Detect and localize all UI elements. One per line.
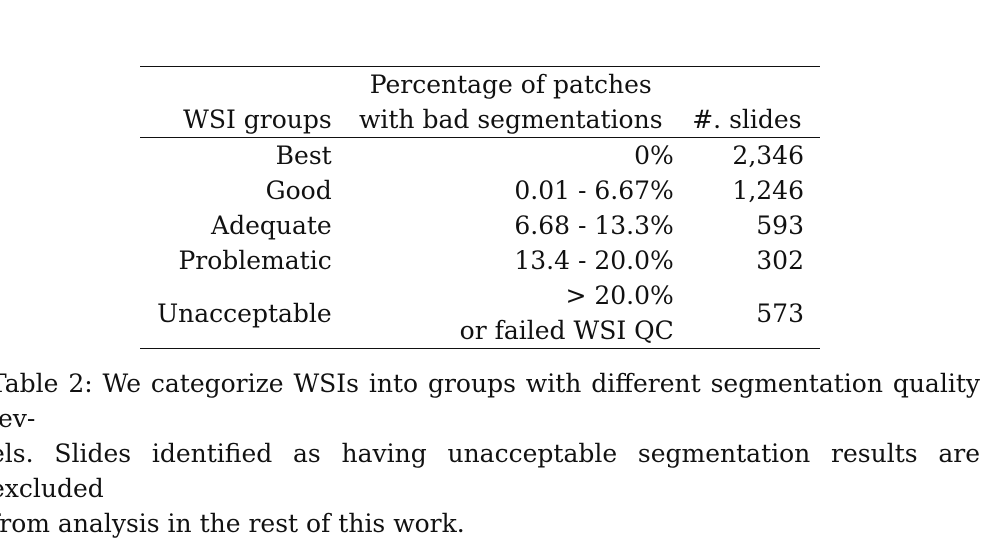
header-percentage-line1: Percentage of patches: [369, 70, 652, 99]
results-table-container: WSI groups Percentage of patches with ba…: [140, 66, 820, 349]
cell-percentage-line2: or failed WSI QC: [459, 316, 674, 345]
table-header-row: WSI groups Percentage of patches with ba…: [140, 67, 820, 138]
table-row: Adequate 6.68 - 13.3% 593: [140, 208, 820, 243]
wsi-groups-table: WSI groups Percentage of patches with ba…: [140, 66, 820, 349]
caption-line-1: Table 2: We categorize WSIs into groups …: [0, 369, 980, 433]
cell-slides: 2,346: [732, 141, 804, 170]
table-top-rule: [140, 66, 820, 67]
table-caption: Table 2: We categorize WSIs into groups …: [0, 366, 980, 541]
header-percentage-line2: with bad segmentations: [358, 105, 663, 134]
cell-percentage: 13.4 - 20.0%: [514, 246, 674, 275]
caption-line-3: from analysis in the rest of this work.: [0, 509, 465, 538]
table-row: Good 0.01 - 6.67% 1,246: [140, 173, 820, 208]
table-row: Best 0% 2,346: [140, 138, 820, 174]
cell-percentage: 0%: [634, 141, 674, 170]
table-row: Problematic 13.4 - 20.0% 302: [140, 243, 820, 278]
cell-group: Good: [265, 176, 332, 205]
table-row: Unacceptable > 20.0% or failed WSI QC 57…: [140, 278, 820, 349]
cell-percentage: 0.01 - 6.67%: [514, 176, 674, 205]
caption-line-2: els. Slides identified as having unaccep…: [0, 439, 980, 503]
cell-percentage-line1: > 20.0%: [565, 281, 674, 310]
cell-slides: 302: [756, 246, 804, 275]
header-percentage: Percentage of patches with bad segmentat…: [347, 67, 690, 138]
header-wsi-groups: WSI groups: [140, 67, 348, 138]
cell-slides: 593: [756, 211, 804, 240]
cell-group: Unacceptable: [140, 278, 348, 349]
cell-slides: 1,246: [732, 176, 804, 205]
cell-percentage: > 20.0% or failed WSI QC: [347, 278, 690, 349]
cell-group: Best: [275, 141, 332, 170]
cell-group: Problematic: [178, 246, 332, 275]
cell-slides: 573: [689, 278, 820, 349]
cell-group: Adequate: [211, 211, 332, 240]
cell-percentage: 6.68 - 13.3%: [514, 211, 674, 240]
header-slides: #. slides: [689, 67, 820, 138]
